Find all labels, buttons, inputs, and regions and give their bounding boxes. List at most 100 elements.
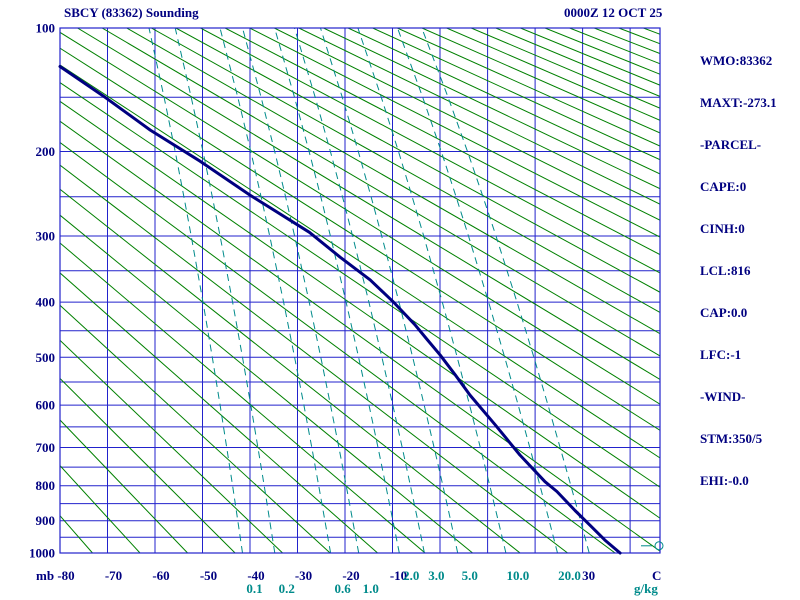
surface-wind-marker <box>641 541 664 551</box>
temperature-axis-label: -60 <box>152 568 169 583</box>
dry-adiabat-line <box>77 28 660 381</box>
dry-adiabat-line <box>175 28 660 293</box>
pressure-axis-label: 500 <box>36 350 56 365</box>
dry-adiabat-line <box>60 100 660 519</box>
pressure-axis-label: 900 <box>36 513 56 528</box>
temperature-axis-label: -30 <box>295 568 312 583</box>
dry-adiabat-line <box>298 28 660 205</box>
info-line-wind-header: -WIND- <box>700 389 746 404</box>
dry-adiabats <box>60 28 660 553</box>
temperature-axis-label: -80 <box>57 568 74 583</box>
mixing-ratio-label: 0.1 <box>246 581 262 596</box>
mixing-ratio-label: 0.6 <box>334 581 351 596</box>
mixing-ratio-lines <box>148 28 590 553</box>
dry-adiabat-line <box>323 28 660 190</box>
mixing-ratio-label: 0.2 <box>279 581 295 596</box>
dry-adiabat-line <box>60 377 236 553</box>
chart-datetime: 0000Z 12 OCT 25 <box>564 5 663 20</box>
dry-adiabat-line <box>60 272 378 553</box>
pressure-axis-label: 800 <box>36 478 56 493</box>
mixing-ratio-label: 1.0 <box>363 581 379 596</box>
dry-adiabat-line <box>60 47 660 431</box>
mixing-ratio-unit-label: g/kg <box>634 581 658 596</box>
temperature-axis-label: -70 <box>105 568 122 583</box>
dry-adiabat-line <box>347 28 660 175</box>
dry-adiabat-line <box>60 31 660 405</box>
temperature-axis-label: -20 <box>342 568 359 583</box>
dry-adiabat-line <box>60 164 568 553</box>
mixing-ratio-axis-labels: 2.0 3.0 5.0 10.0 20.0 0.1 0.2 0.6 1.0 g/kg <box>246 568 658 596</box>
dry-adiabat-line <box>60 214 473 553</box>
dry-adiabat-line <box>126 28 660 335</box>
mixing-ratio-line <box>421 28 590 553</box>
chart-title: SBCY (83362) Sounding <box>64 5 199 20</box>
pressure-axis-label: 700 <box>36 440 56 455</box>
mixing-ratio-line <box>357 28 507 553</box>
mixing-ratio-label: 10.0 <box>507 568 530 583</box>
dry-adiabat-line <box>60 188 521 553</box>
pressure-axis-label: 200 <box>36 144 56 159</box>
temperature-curve <box>58 65 622 555</box>
dry-adiabat-line <box>60 304 331 553</box>
dry-adiabat-line <box>60 120 660 552</box>
info-line-stm: STM:350/5 <box>700 431 763 446</box>
mixing-ratio-line <box>242 28 360 553</box>
info-line-maxt: MAXT:-273.1 <box>700 95 777 110</box>
temperature-unit-label: C <box>652 568 661 583</box>
dry-adiabat-line <box>274 28 660 221</box>
dry-adiabat-line <box>60 82 660 488</box>
mixing-ratio-line <box>174 28 276 553</box>
mixing-ratio-line <box>219 28 332 553</box>
info-line-cap: CAP:0.0 <box>700 305 748 320</box>
mixing-ratio-line <box>148 28 243 553</box>
pressure-axis-label: 100 <box>36 21 56 36</box>
pressure-axis-label: 400 <box>36 295 56 310</box>
dry-adiabat-line <box>60 242 426 553</box>
dry-adiabat-line <box>224 28 660 256</box>
dry-adiabat-line <box>60 339 283 553</box>
info-line-lcl: LCL:816 <box>700 263 751 278</box>
temperature-axis-label: -40 <box>247 568 264 583</box>
dry-adiabat-line <box>446 28 660 121</box>
dry-adiabat-line <box>421 28 660 134</box>
pressure-axis-label: 300 <box>36 229 56 244</box>
mixing-ratio-line <box>274 28 400 553</box>
info-line-lfc: LFC:-1 <box>700 347 742 362</box>
info-line-wmo: WMO:83362 <box>700 53 773 68</box>
dry-adiabat-line <box>249 28 660 238</box>
mixing-ratio-line <box>397 28 558 553</box>
temperature-axis-label: 30 <box>582 568 595 583</box>
plot-border <box>59 27 661 554</box>
pressure-axis-label: 600 <box>36 398 56 413</box>
temperature-axis-label: -10 <box>390 568 407 583</box>
info-line-ehi: EHI:-0.0 <box>700 473 749 488</box>
mixing-ratio-label: 20.0 <box>558 568 581 583</box>
pressure-axis-labels: 100 200 300 400 500 600 700 800 900 1000 mb <box>29 21 55 584</box>
pressure-axis-label: 1000 <box>29 546 55 561</box>
mixing-ratio-line <box>294 28 425 553</box>
temperature-axis-label: -50 <box>200 568 217 583</box>
mixing-ratio-label: 2.0 <box>403 568 419 583</box>
calm-wind-circle <box>654 541 664 551</box>
info-line-parcel-header: -PARCEL- <box>700 137 762 152</box>
dry-adiabat-line <box>101 28 660 357</box>
info-panel: WMO:83362 MAXT:-273.1 -PARCEL- CAPE:0 CI… <box>700 26 777 516</box>
dry-adiabat-line <box>60 64 660 459</box>
mixing-ratio-label: 3.0 <box>428 568 444 583</box>
info-line-cape: CAPE:0 <box>700 179 747 194</box>
dry-adiabat-line <box>60 419 188 553</box>
temperature-trace <box>58 65 622 555</box>
info-line-cinh: CINH:0 <box>700 221 745 236</box>
dry-adiabat-line <box>200 28 660 274</box>
dry-adiabat-line <box>60 514 93 553</box>
pressure-gridlines <box>60 27 660 554</box>
dry-adiabat-line <box>397 28 660 147</box>
dry-adiabat-line <box>60 141 616 553</box>
mixing-ratio-label: 5.0 <box>462 568 478 583</box>
dry-adiabat-line <box>372 28 660 161</box>
dry-adiabat-line <box>151 28 660 314</box>
pressure-unit-label: mb <box>36 568 54 583</box>
mixing-ratio-line <box>320 28 459 553</box>
